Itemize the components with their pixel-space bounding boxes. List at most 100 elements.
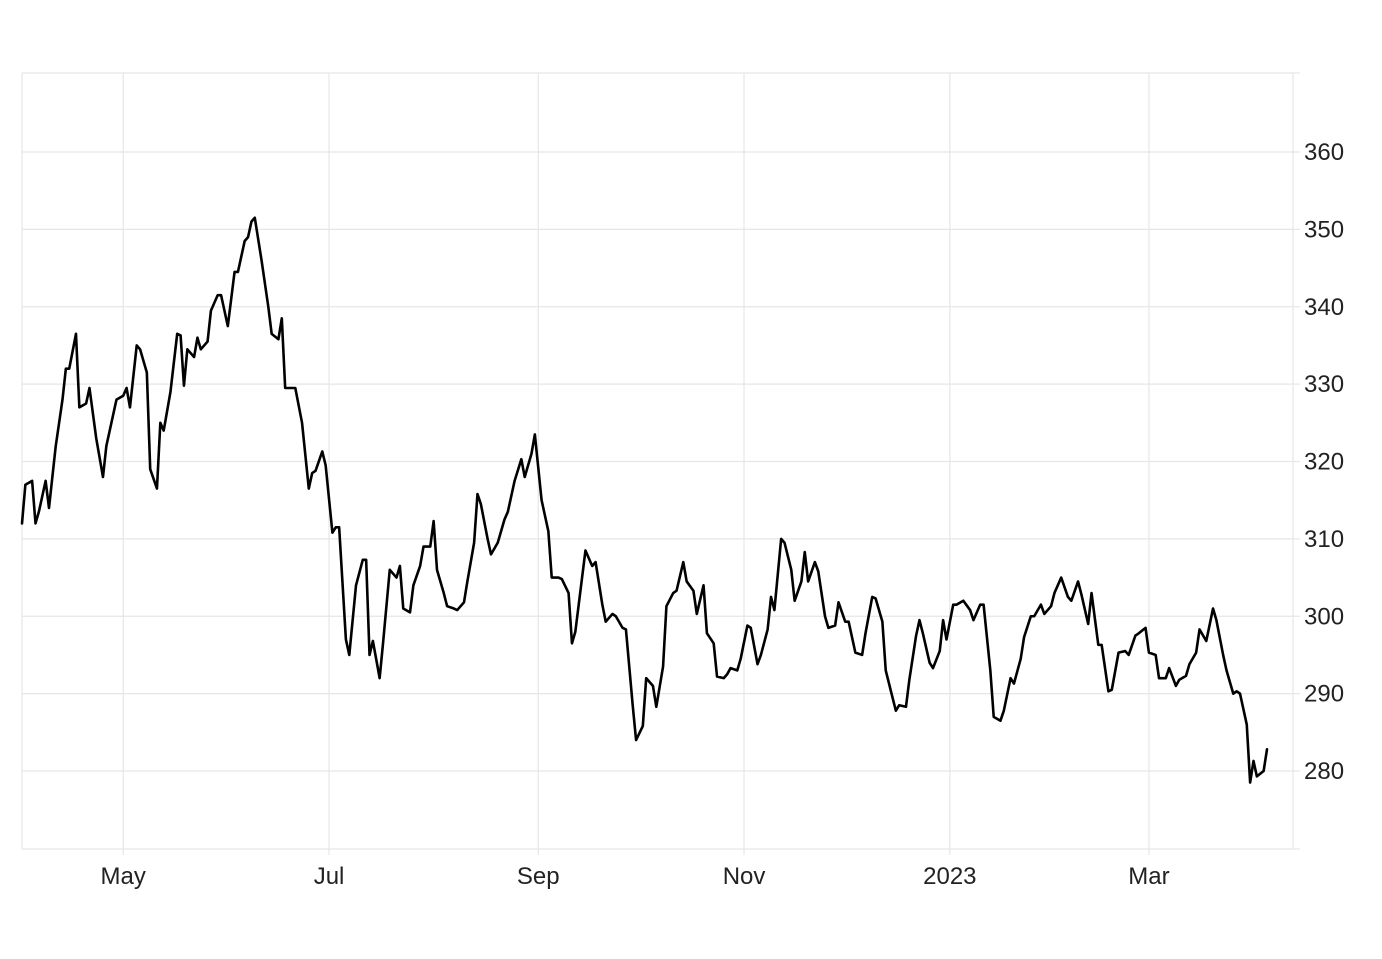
data-point [372, 640, 374, 642]
data-point [928, 661, 931, 664]
data-point [220, 294, 222, 296]
data-point [726, 673, 728, 676]
data-point [1090, 592, 1093, 594]
data-point [1252, 760, 1255, 762]
data-point [807, 580, 809, 583]
data-point [1205, 640, 1208, 642]
data-point [1060, 576, 1062, 579]
data-point [938, 650, 941, 652]
data-point [685, 580, 688, 583]
data-point [793, 599, 796, 602]
data-point [561, 578, 563, 580]
data-point [311, 472, 313, 474]
data-point [429, 545, 432, 548]
data-point [534, 433, 536, 436]
axes [21, 72, 1300, 855]
y-tick-label: 300 [1304, 603, 1344, 630]
x-tick-label: Mar [1128, 863, 1169, 890]
data-point [125, 387, 128, 389]
data-point [277, 338, 280, 341]
data-point [749, 627, 752, 629]
data-point [348, 654, 351, 656]
data-point [962, 599, 965, 602]
y-tick-label: 340 [1304, 294, 1344, 321]
data-point [1144, 627, 1147, 629]
data-point [456, 609, 459, 611]
data-point [156, 487, 158, 490]
data-point [712, 642, 715, 645]
data-point [422, 545, 425, 548]
data-point [915, 634, 917, 637]
data-point [1080, 593, 1083, 596]
data-point [1030, 615, 1032, 618]
data-point [368, 654, 371, 656]
data-point [884, 669, 887, 672]
data-point [44, 480, 47, 482]
data-point [61, 398, 64, 401]
data-point [500, 530, 502, 532]
data-point [729, 667, 732, 669]
data-point [881, 620, 884, 623]
data-point [989, 669, 992, 672]
data-point [615, 615, 617, 618]
data-point [584, 549, 587, 552]
data-point [146, 371, 148, 374]
data-point [1168, 667, 1170, 669]
data-point [871, 596, 874, 598]
x-axis-tick-labels: May Jul Sep Nov 2023 Mar [101, 863, 1170, 890]
data-point [675, 589, 678, 592]
data-point [908, 678, 911, 681]
data-point [992, 716, 995, 718]
data-point [260, 259, 263, 262]
data-point [837, 601, 840, 604]
data-point [861, 654, 863, 656]
data-point [523, 476, 526, 478]
data-point [1256, 775, 1258, 778]
data-point [1239, 692, 1241, 695]
data-point [1009, 677, 1012, 679]
y-axis-tick-labels: 280 290 300 310 320 330 340 350 360 [1304, 139, 1344, 785]
data-point [922, 632, 924, 635]
data-point [945, 638, 948, 641]
data-point [395, 576, 398, 579]
data-point [1067, 596, 1069, 598]
data-point [979, 603, 982, 606]
x-tick-label: 2023 [923, 863, 976, 890]
data-point [176, 333, 178, 335]
data-point [338, 526, 340, 529]
data-point [361, 558, 364, 561]
data-point [621, 627, 624, 629]
data-point [642, 725, 644, 727]
data-point [1215, 619, 1218, 621]
data-point [105, 445, 108, 447]
data-point [635, 739, 637, 741]
data-point [631, 704, 634, 707]
data-point [1013, 682, 1015, 685]
data-point [68, 367, 71, 370]
data-point [1235, 690, 1238, 693]
data-point [760, 654, 762, 656]
data-point [746, 624, 749, 627]
data-point [645, 677, 647, 679]
data-point [520, 458, 523, 460]
data-point [604, 620, 607, 623]
data-point [662, 665, 664, 668]
data-point [692, 589, 695, 592]
data-point [682, 561, 685, 563]
data-point [334, 526, 337, 529]
data-point [496, 541, 499, 544]
data-point [476, 493, 479, 495]
data-point [85, 402, 87, 405]
data-point [1195, 651, 1197, 654]
data-point [1158, 677, 1160, 679]
data-point [1070, 599, 1073, 602]
data-point [314, 469, 317, 472]
data-point [135, 344, 138, 347]
data-point [1134, 634, 1137, 637]
data-point [301, 422, 303, 424]
data-point [847, 620, 850, 623]
data-point [1148, 651, 1150, 654]
data-point [409, 611, 411, 614]
data-point [1178, 678, 1181, 681]
